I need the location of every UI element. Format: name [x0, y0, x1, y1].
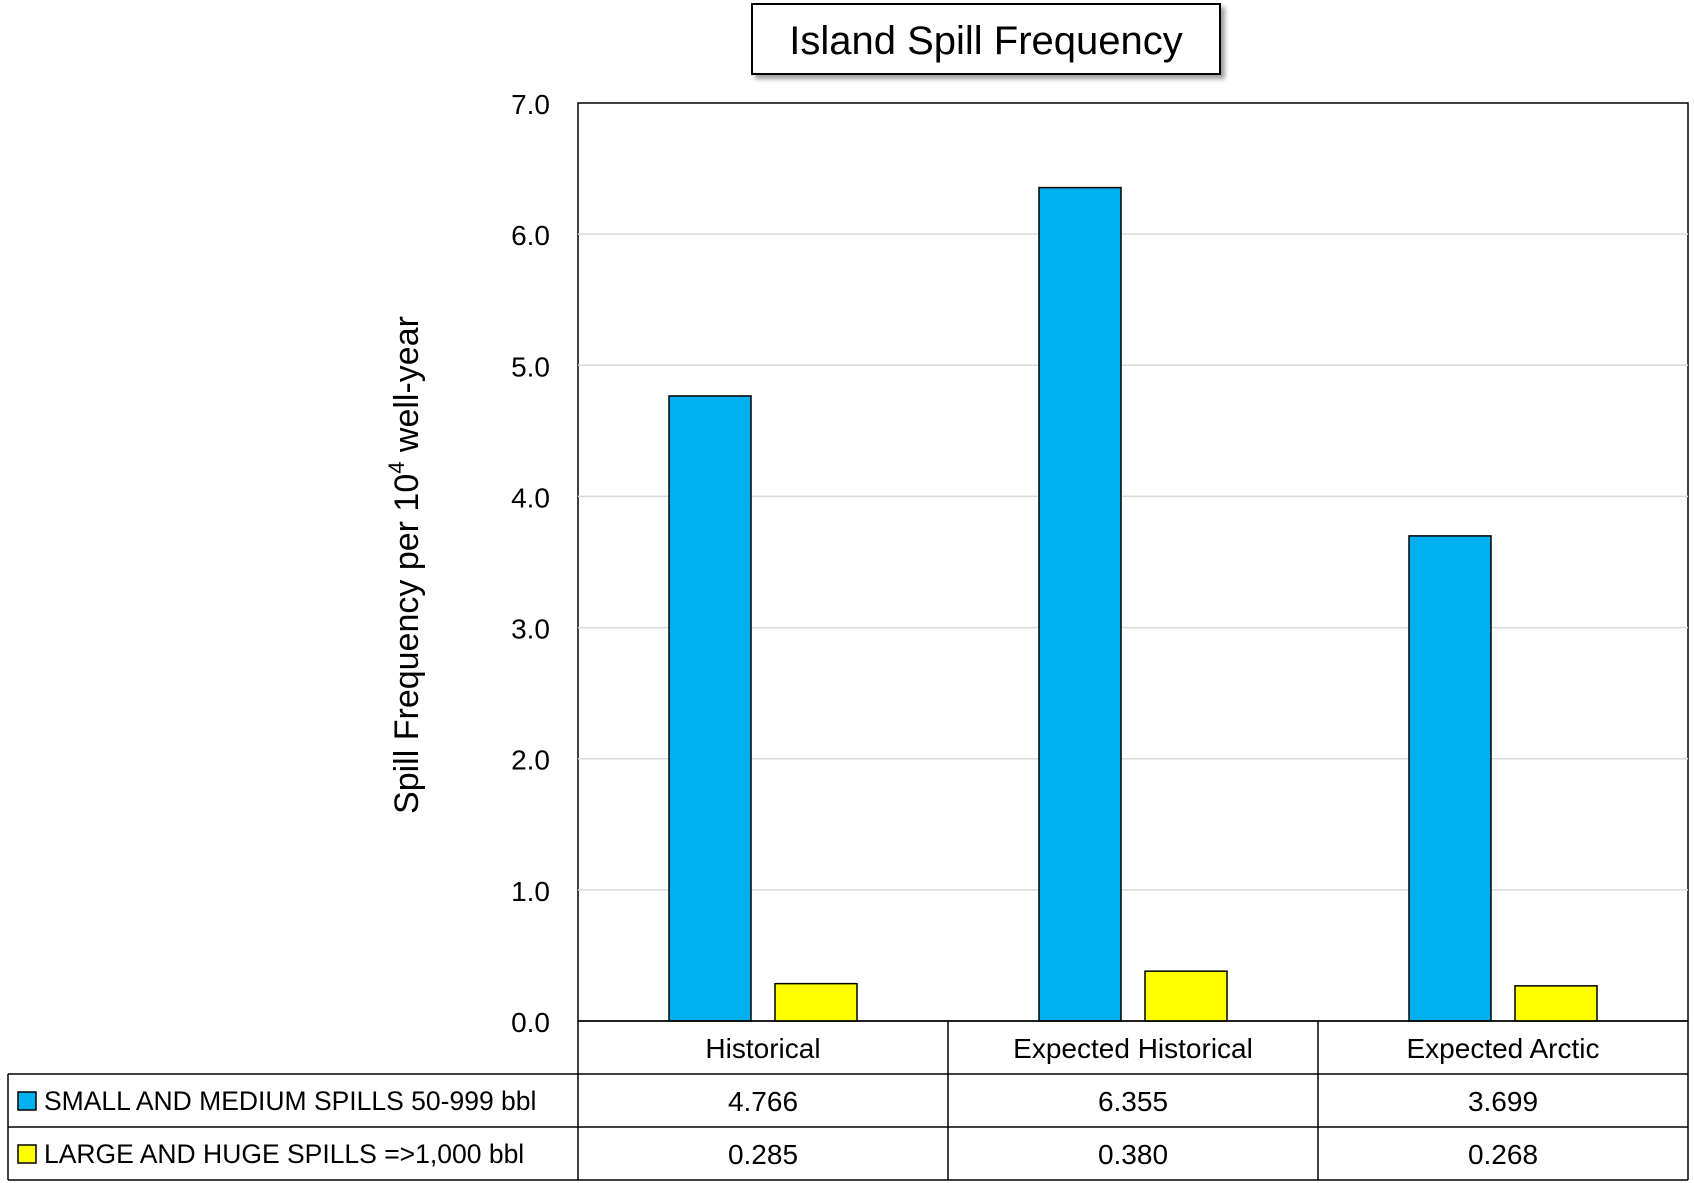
bar-large-huge — [1144, 970, 1228, 1022]
bar-small-medium — [668, 395, 752, 1022]
table-value: 0.380 — [1098, 1139, 1168, 1170]
bar-large-huge — [1514, 985, 1598, 1022]
bars — [668, 186, 1598, 1022]
y-tick-labels: 0.0 1.0 2.0 3.0 4.0 5.0 6.0 7.0 — [511, 89, 550, 1038]
bar-small-medium — [1038, 186, 1122, 1022]
table-value: 3.699 — [1468, 1086, 1538, 1117]
table-value: 0.268 — [1468, 1139, 1538, 1170]
y-tick-label: 1.0 — [511, 876, 550, 907]
y-axis-label-suffix: well-year — [388, 316, 426, 461]
x-category-label: Historical — [705, 1033, 820, 1064]
y-axis-label: Spill Frequency per 104 well-year — [384, 316, 426, 814]
y-tick-label: 4.0 — [511, 482, 550, 513]
legend-entry: LARGE AND HUGE SPILLS =>1,000 bbl — [44, 1139, 524, 1169]
table-value: 0.285 — [728, 1139, 798, 1170]
bar-large-huge — [774, 982, 858, 1022]
y-tick-label: 5.0 — [511, 351, 550, 382]
legend-key — [17, 1091, 37, 1111]
y-tick-label: 7.0 — [511, 89, 550, 120]
table-value: 4.766 — [728, 1086, 798, 1117]
y-tick-label: 2.0 — [511, 745, 550, 776]
x-category-label: Expected Arctic — [1407, 1033, 1600, 1064]
chart-title: Island Spill Frequency — [789, 19, 1183, 63]
data-table: Historical Expected Historical Expected Ar… — [7, 1020, 1689, 1181]
table-value: 6.355 — [1098, 1086, 1168, 1117]
y-tick-label: 0.0 — [511, 1007, 550, 1038]
y-tick-label: 3.0 — [511, 614, 550, 645]
x-category-label: Expected Historical — [1013, 1033, 1253, 1064]
gridlines — [578, 233, 1688, 891]
y-axis-label-exponent: 4 — [384, 462, 409, 474]
chart-title-box — [751, 3, 1221, 75]
legend-key — [17, 1144, 37, 1164]
y-axis-label-main: Spill Frequency per 10 — [388, 474, 426, 814]
bar-small-medium — [1408, 535, 1492, 1022]
y-tick-label: 6.0 — [511, 220, 550, 251]
legend-entry: SMALL AND MEDIUM SPILLS 50-999 bbl — [44, 1086, 536, 1116]
